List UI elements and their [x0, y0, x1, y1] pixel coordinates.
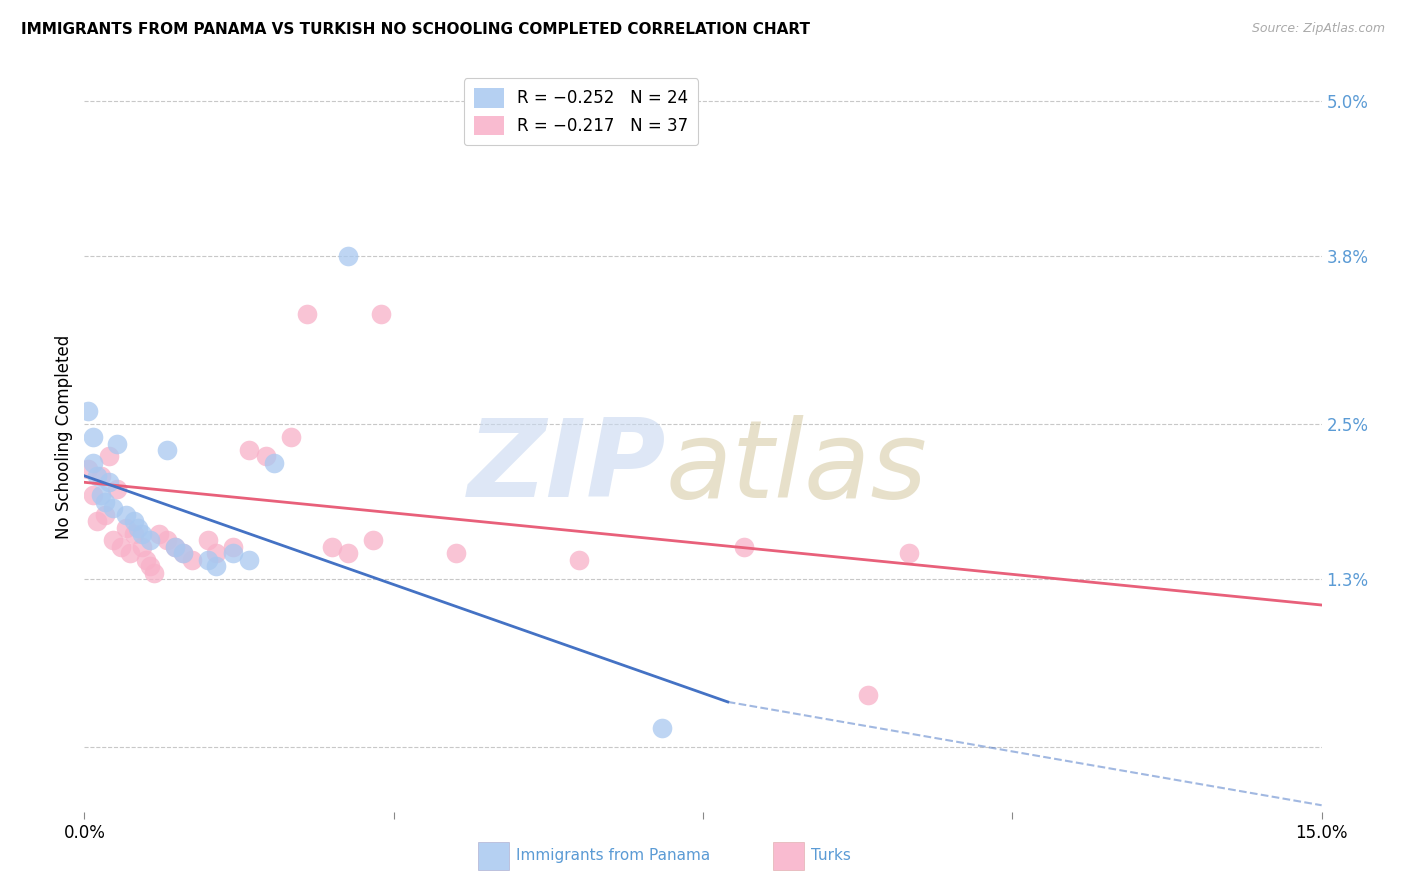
Point — [86, 468, 108, 483]
Point — [143, 566, 166, 580]
Point — [98, 450, 121, 464]
Point — [98, 475, 121, 490]
Point — [156, 533, 179, 548]
Point — [131, 527, 153, 541]
Point — [94, 494, 117, 508]
Point — [337, 249, 360, 263]
Point — [238, 442, 260, 457]
Point — [156, 442, 179, 457]
Point — [82, 430, 104, 444]
Text: Immigrants from Panama: Immigrants from Panama — [516, 848, 710, 863]
Point — [370, 307, 392, 321]
Point — [254, 450, 277, 464]
Text: IMMIGRANTS FROM PANAMA VS TURKISH NO SCHOOLING COMPLETED CORRELATION CHART: IMMIGRANTS FROM PANAMA VS TURKISH NO SCH… — [21, 22, 810, 37]
Point — [295, 307, 318, 321]
Point — [103, 501, 125, 516]
Text: Source: ZipAtlas.com: Source: ZipAtlas.com — [1251, 22, 1385, 36]
Point — [165, 540, 187, 554]
Point — [90, 488, 112, 502]
Point — [94, 508, 117, 522]
Point — [280, 430, 302, 444]
Point — [82, 488, 104, 502]
Point — [122, 527, 145, 541]
Point — [172, 546, 194, 560]
Point — [127, 520, 149, 534]
Point — [205, 559, 228, 574]
Point — [105, 482, 128, 496]
Legend: R = −0.252   N = 24, R = −0.217   N = 37: R = −0.252 N = 24, R = −0.217 N = 37 — [464, 78, 699, 145]
Point — [148, 527, 170, 541]
Point — [139, 533, 162, 548]
Point — [165, 540, 187, 554]
Point — [444, 546, 467, 560]
Point — [105, 436, 128, 450]
Point — [122, 514, 145, 528]
Point — [118, 546, 141, 560]
Point — [90, 468, 112, 483]
Point — [568, 553, 591, 567]
Point — [77, 462, 100, 476]
Point — [103, 533, 125, 548]
Point — [898, 546, 921, 560]
Y-axis label: No Schooling Completed: No Schooling Completed — [55, 335, 73, 539]
Point — [82, 456, 104, 470]
Point — [110, 540, 132, 554]
Point — [361, 533, 384, 548]
Point — [222, 546, 245, 560]
Point — [197, 553, 219, 567]
Point — [180, 553, 202, 567]
Point — [337, 546, 360, 560]
Point — [263, 456, 285, 470]
Point — [856, 689, 879, 703]
Point — [651, 721, 673, 735]
Point — [139, 559, 162, 574]
Point — [135, 553, 157, 567]
Point — [238, 553, 260, 567]
Point — [197, 533, 219, 548]
Point — [114, 508, 136, 522]
Point — [114, 520, 136, 534]
Text: atlas: atlas — [666, 415, 928, 519]
Point — [131, 540, 153, 554]
Point — [205, 546, 228, 560]
Point — [733, 540, 755, 554]
Point — [172, 546, 194, 560]
Point — [86, 514, 108, 528]
Text: Turks: Turks — [811, 848, 851, 863]
Point — [77, 404, 100, 418]
Point — [222, 540, 245, 554]
Point — [321, 540, 343, 554]
Text: ZIP: ZIP — [468, 414, 666, 520]
